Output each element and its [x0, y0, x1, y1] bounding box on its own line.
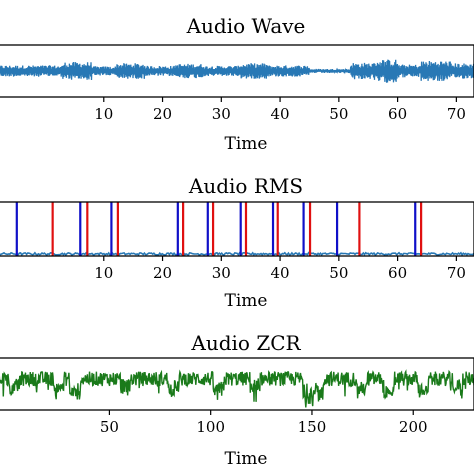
plot-area	[0, 59, 474, 83]
x-axis-label: Time	[225, 449, 268, 469]
x-tick-label: 60	[388, 264, 407, 282]
x-tick-label: 70	[447, 264, 466, 282]
panel-audio-zcr: Audio ZCR 50 100 150 200 Time	[0, 331, 474, 469]
panel-audio-wave: Audio Wave 10 20 30 40 50 60 70 Time	[0, 14, 474, 154]
panel-audio-rms: Audio RMS 10 20 30 40 50 60 70 Time	[0, 174, 474, 311]
chart-title: Audio ZCR	[190, 331, 301, 355]
x-tick-label: 40	[271, 264, 290, 282]
x-tick-label: 40	[271, 105, 290, 123]
x-axis-label: Time	[225, 291, 268, 311]
x-tick-label: 30	[212, 264, 231, 282]
x-axis-ticks: 10 20 30 40 50 60 70	[94, 97, 466, 123]
x-tick-label: 60	[388, 105, 407, 123]
plot-area	[0, 202, 474, 257]
chart-title: Audio Wave	[186, 14, 306, 38]
x-axis-ticks: 10 20 30 40 50 60 70	[94, 256, 466, 282]
x-axis-label: Time	[225, 134, 268, 154]
x-tick-label: 100	[196, 418, 225, 436]
x-tick-label: 20	[153, 105, 172, 123]
plot-frame	[0, 44, 474, 98]
x-tick-label: 10	[94, 105, 113, 123]
plot-frame	[0, 201, 474, 257]
x-tick-label: 50	[329, 264, 348, 282]
series-line	[0, 369, 474, 408]
x-tick-label: 50	[100, 418, 119, 436]
chart-title: Audio RMS	[188, 174, 303, 198]
x-tick-label: 10	[94, 264, 113, 282]
x-axis-ticks: 50 100 150 200	[100, 410, 428, 436]
x-tick-label: 200	[399, 418, 428, 436]
x-tick-label: 50	[329, 105, 348, 123]
series-line	[0, 251, 474, 257]
plot-area	[0, 369, 474, 408]
series-line	[0, 59, 474, 83]
x-tick-label: 20	[153, 264, 172, 282]
x-tick-label: 70	[447, 105, 466, 123]
x-tick-label: 150	[298, 418, 327, 436]
plot-frame	[0, 357, 474, 411]
x-tick-label: 30	[212, 105, 231, 123]
